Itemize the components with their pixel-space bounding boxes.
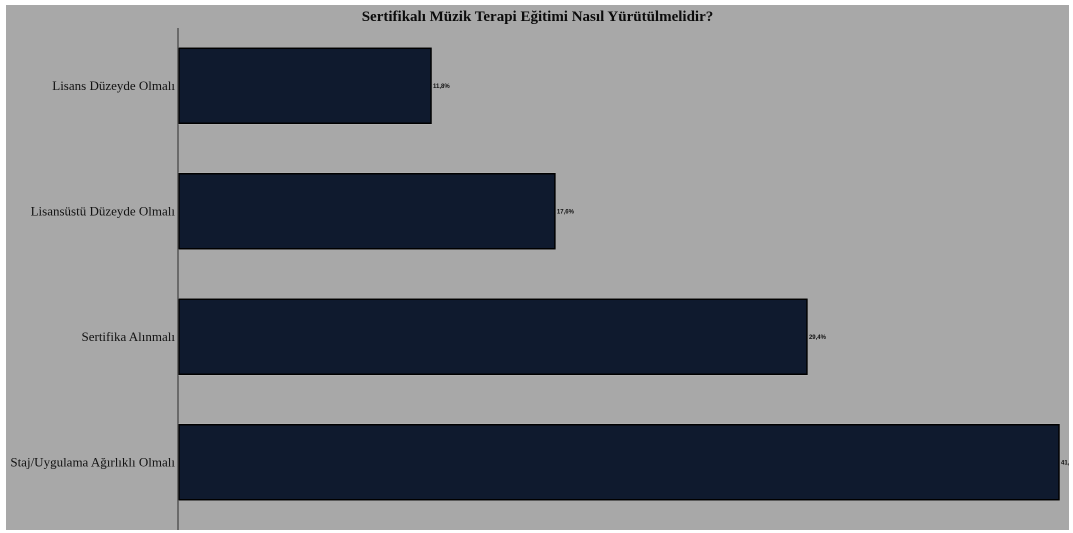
category-label: Lisans Düzeyde Olmalı [52,78,175,93]
category-label: Sertifika Alınmalı [81,329,175,344]
chart-title: Sertifikalı Müzik Terapi Eğitimi Nasıl Y… [361,9,714,25]
category-label: Lisansüstü Düzeyde Olmalı [31,203,176,218]
bar-chart: Lisans Düzeyde Olmalı 11,8% Lisansüstü Düz… [10,28,1069,530]
bar [178,173,556,250]
bar [178,298,808,375]
value-label: 11,8% [433,84,450,90]
category-label: Staj/Uygulama Ağırlıklı Olmalı [10,454,175,469]
bar [178,47,432,124]
value-label: 17,6% [557,209,575,215]
chart-frame: Sertifikalı Müzik Terapi Eğitimi Nasıl Y… [6,5,1069,530]
value-label: 41,2 [1061,460,1069,466]
value-label: 29,4% [809,335,827,341]
bar [178,424,1060,501]
